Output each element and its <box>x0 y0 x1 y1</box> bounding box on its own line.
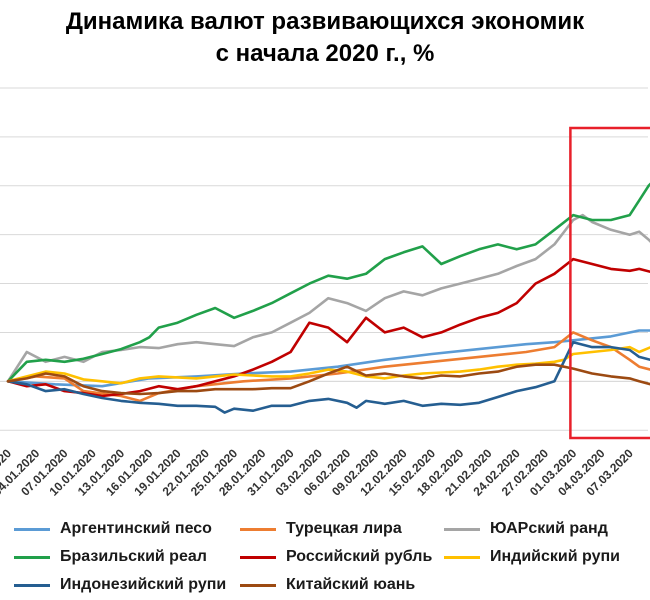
chart-title: Динамика валют развивающихся экономик с … <box>0 6 650 70</box>
legend-swatch <box>14 527 50 531</box>
legend-item: Индонезийский рупи <box>14 574 226 596</box>
legend-label: ЮАРский ранд <box>490 520 608 537</box>
legend-swatch <box>240 583 276 587</box>
highlight-box <box>569 126 650 440</box>
legend-item: Российский рубль <box>240 546 432 568</box>
legend-item: Турецкая лира <box>240 518 402 540</box>
series-line-7 <box>6 340 650 414</box>
series-line-8 <box>6 363 650 396</box>
line-chart: 01.01.202004.01.202007.01.202010.01.2020… <box>0 87 650 499</box>
legend-swatch <box>444 527 480 531</box>
legend-item: Бразильский реал <box>14 546 207 568</box>
legend-item: Аргентинский песо <box>14 518 212 540</box>
legend-swatch <box>14 555 50 559</box>
legend-label: Индийский рупи <box>490 548 620 565</box>
legend-swatch <box>240 555 276 559</box>
chart-title-line-1: Динамика валют развивающихся экономик <box>65 8 585 35</box>
legend-label: Турецкая лира <box>286 520 402 537</box>
legend-item: Индийский рупи <box>444 546 620 568</box>
legend-swatch <box>444 555 480 559</box>
legend-swatch <box>240 527 276 531</box>
chart-legend: Аргентинский песо Турецкая лира ЮАРский ра… <box>0 514 650 600</box>
legend-label: Индонезийский рупи <box>60 576 227 593</box>
series-line-5 <box>6 257 650 398</box>
legend-label: Российский рубль <box>286 548 433 565</box>
legend-swatch <box>14 583 50 587</box>
series-line-3 <box>6 213 650 383</box>
legend-label: Бразильский реал <box>60 548 207 565</box>
legend-item: Китайский юань <box>240 574 415 596</box>
legend-item: ЮАРский ранд <box>444 518 608 540</box>
legend-label: Аргентинский песо <box>60 520 212 537</box>
series-line-1 <box>6 329 650 388</box>
series-line-2 <box>6 331 650 403</box>
legend-label: Китайский юань <box>286 576 416 593</box>
chart-title-line-2: с начала 2020 г., % <box>215 40 435 67</box>
